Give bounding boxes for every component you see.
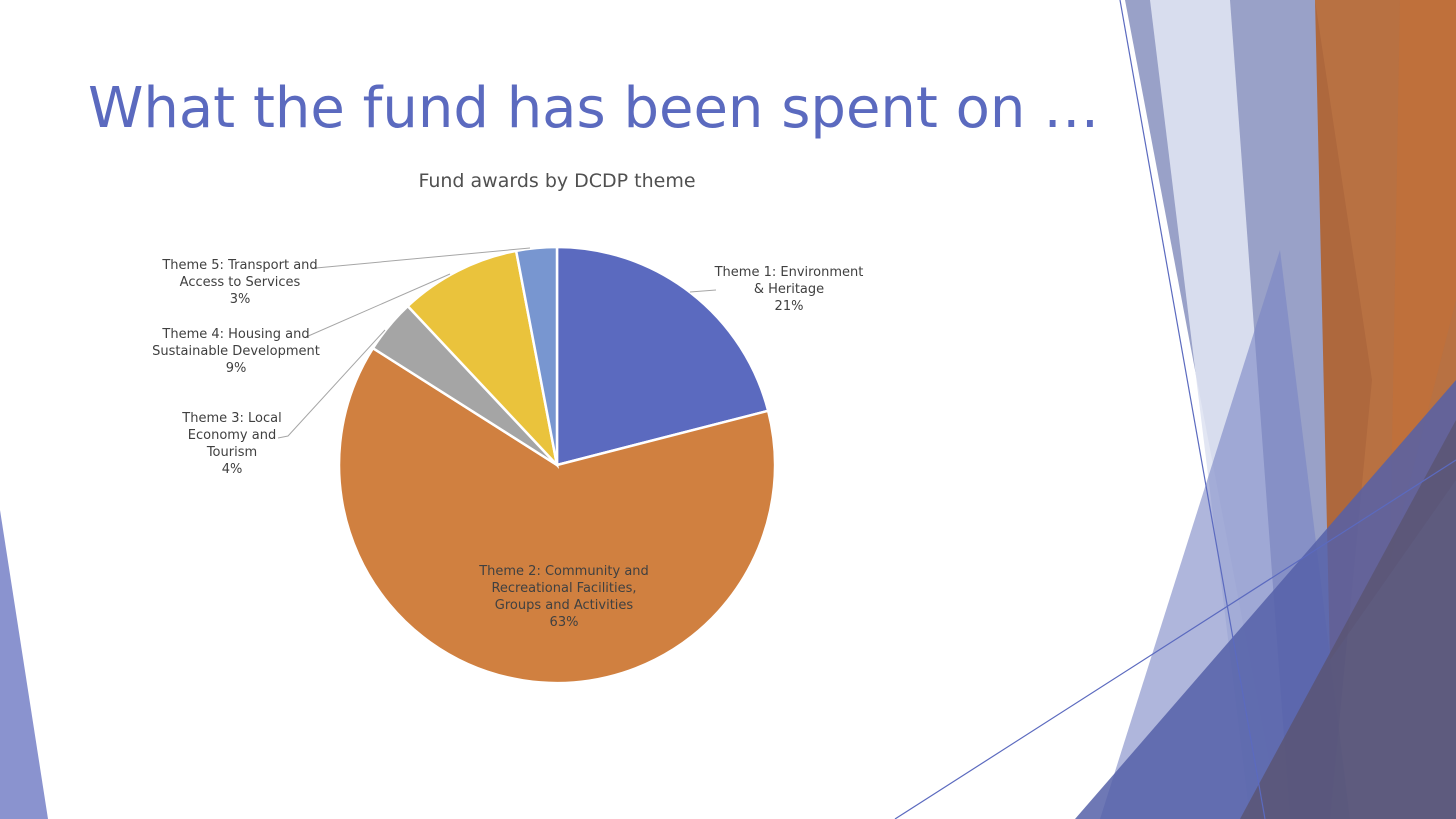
pie	[337, 245, 777, 685]
data-label: Theme 2: Community and Recreational Faci…	[474, 563, 654, 631]
label-category: Theme 1: Environment & Heritage	[714, 265, 864, 297]
label-category: Theme 2: Community and Recreational Faci…	[479, 564, 649, 613]
label-category: Theme 4: Housing and Sustainable Develop…	[152, 327, 320, 359]
data-label: Theme 4: Housing and Sustainable Develop…	[151, 326, 321, 377]
pie-slice	[555, 245, 770, 467]
pie-slice	[337, 346, 777, 685]
chart-title: Fund awards by DCDP theme	[418, 170, 696, 192]
label-value: 9%	[225, 361, 247, 376]
data-label: Theme 3: Local Economy and Tourism 4%	[182, 410, 282, 478]
data-label: Theme 1: Environment & Heritage 21%	[714, 264, 864, 315]
pie-slice	[514, 245, 559, 466]
pie-slice	[406, 249, 560, 469]
leader-lines	[277, 247, 717, 439]
data-label: Theme 5: Transport and Access to Service…	[160, 257, 320, 308]
label-value: 63%	[549, 615, 579, 630]
label-value: 3%	[229, 292, 251, 307]
label-value: 4%	[221, 462, 243, 477]
slide-title: What the fund has been spent on …	[88, 76, 1100, 141]
label-category: Theme 3: Local Economy and Tourism	[182, 411, 282, 460]
label-category: Theme 5: Transport and Access to Service…	[162, 258, 318, 290]
label-value: 21%	[774, 299, 804, 314]
